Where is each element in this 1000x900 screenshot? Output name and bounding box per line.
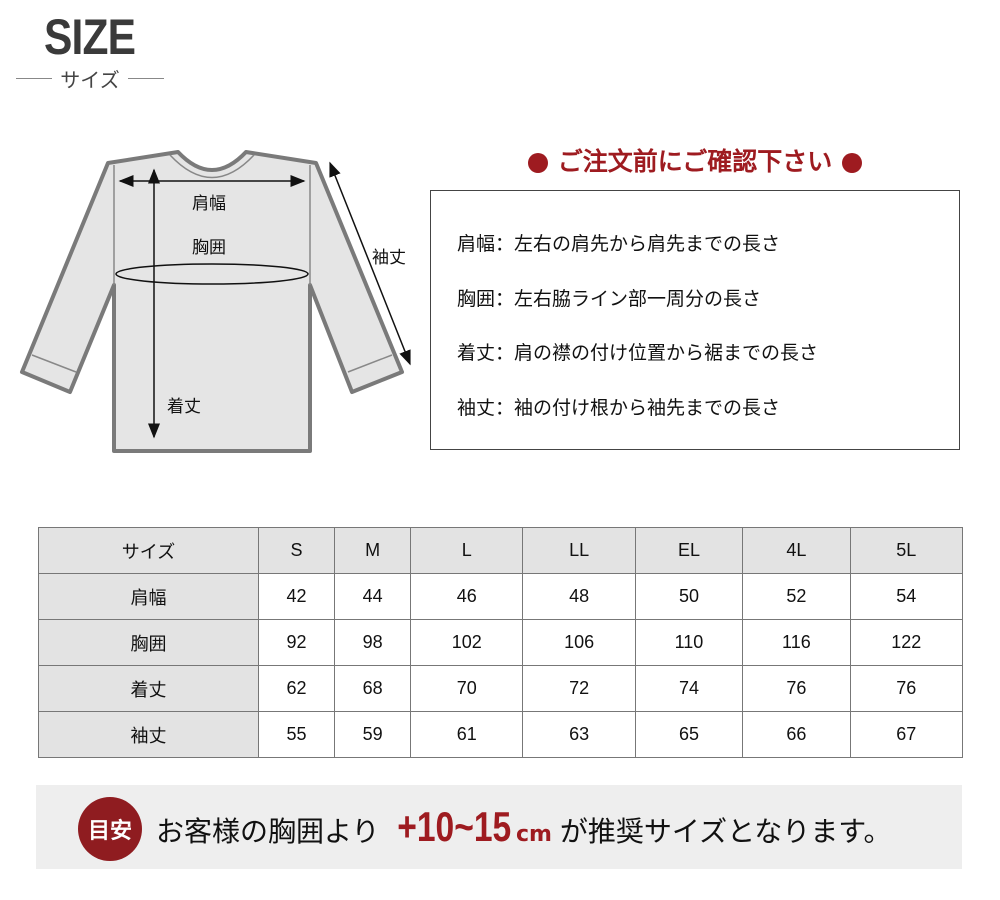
column-header: M [334, 527, 412, 574]
column-header: サイズ [38, 527, 259, 574]
size-table: サイズ S M L LL EL 4L 5L 肩幅 42 44 46 48 50 52 54 胸囲 92 98 102 1… [38, 527, 964, 758]
size-title: SIZE [44, 9, 136, 65]
table-cell: 102 [410, 619, 524, 666]
table-cell: 106 [522, 619, 636, 666]
table-cell: 76 [849, 665, 964, 712]
table-row: 着丈 62 68 70 72 74 76 76 [38, 665, 964, 712]
definition: 袖丈：袖の付け根から袖先までの長さ [457, 397, 781, 419]
definition: 肩幅：左右の肩先から肩先までの長さ [457, 233, 781, 255]
column-header: S [257, 527, 336, 574]
size-subtitle: サイズ [16, 64, 164, 93]
table-cell: 70 [410, 665, 524, 712]
label-shoulder: 肩幅 [192, 194, 226, 214]
column-header: 5L [849, 527, 964, 574]
row-header: 胸囲 [38, 619, 259, 666]
banner-range: +10~15 [397, 803, 512, 850]
definition: 着丈：肩の襟の付け位置から裾までの長さ [457, 342, 819, 364]
table-cell: 52 [742, 573, 851, 620]
table-row: 肩幅 42 44 46 48 50 52 54 [38, 573, 964, 620]
table-cell: 74 [634, 665, 744, 712]
guide-badge: 目安 [78, 797, 142, 861]
banner-suffix: が推奨サイズとなります。 [559, 815, 892, 848]
table-cell: 66 [742, 711, 851, 758]
table-cell: 54 [849, 573, 964, 620]
table-cell: 59 [334, 711, 412, 758]
table-cell: 76 [742, 665, 851, 712]
label-chest: 胸囲 [192, 238, 226, 258]
column-header: 4L [742, 527, 851, 574]
row-header: 肩幅 [38, 573, 259, 620]
row-header: 袖丈 [38, 711, 259, 758]
table-cell: 116 [742, 619, 851, 666]
recommendation-text: お客様の胸囲より +10~15 cm が推奨サイズとなります。 [156, 803, 891, 851]
table-row: 胸囲 92 98 102 106 110 116 122 [38, 619, 964, 666]
table-cell: 48 [522, 573, 636, 620]
bullet-icon [527, 153, 548, 173]
table-cell: 46 [410, 573, 524, 620]
table-cell: 50 [634, 573, 744, 620]
column-header: LL [522, 527, 636, 574]
table-cell: 44 [334, 573, 412, 620]
notice-box: 肩幅：左右の肩先から肩先までの長さ 胸囲：左右脇ライン部一周分の長さ 着丈：肩の… [430, 190, 960, 450]
label-sleeve: 袖丈 [372, 248, 406, 268]
definition: 胸囲：左右脇ライン部一周分の長さ [457, 288, 762, 310]
notice-title-text: ご注文前にご確認下さい [557, 147, 833, 176]
column-header: L [410, 527, 524, 574]
table-cell: 122 [849, 619, 964, 666]
divider [16, 78, 53, 79]
subtitle-text: サイズ [60, 68, 120, 92]
table-cell: 63 [522, 711, 636, 758]
table-cell: 67 [849, 711, 964, 758]
table-cell: 72 [522, 665, 636, 712]
table-cell: 65 [634, 711, 744, 758]
banner-prefix: お客様の胸囲より [156, 815, 380, 848]
table-cell: 92 [257, 619, 336, 666]
banner-unit: cm [515, 822, 552, 847]
shirt-diagram [20, 150, 411, 453]
recommendation-banner [36, 785, 962, 869]
table-cell: 110 [634, 619, 744, 666]
table-cell: 55 [257, 711, 336, 758]
column-header: EL [634, 527, 744, 574]
divider [127, 78, 164, 79]
row-header: 着丈 [38, 665, 259, 712]
notice-title: ご注文前にご確認下さい [485, 142, 905, 178]
table-cell: 42 [257, 573, 336, 620]
table-cell: 62 [257, 665, 336, 712]
table-header-row: サイズ S M L LL EL 4L 5L [38, 527, 964, 574]
table-cell: 61 [410, 711, 524, 758]
bullet-icon [842, 153, 863, 173]
label-length: 着丈 [167, 397, 201, 417]
table-cell: 68 [334, 665, 412, 712]
table-row: 袖丈 55 59 61 63 65 66 67 [38, 711, 964, 758]
table-cell: 98 [334, 619, 412, 666]
